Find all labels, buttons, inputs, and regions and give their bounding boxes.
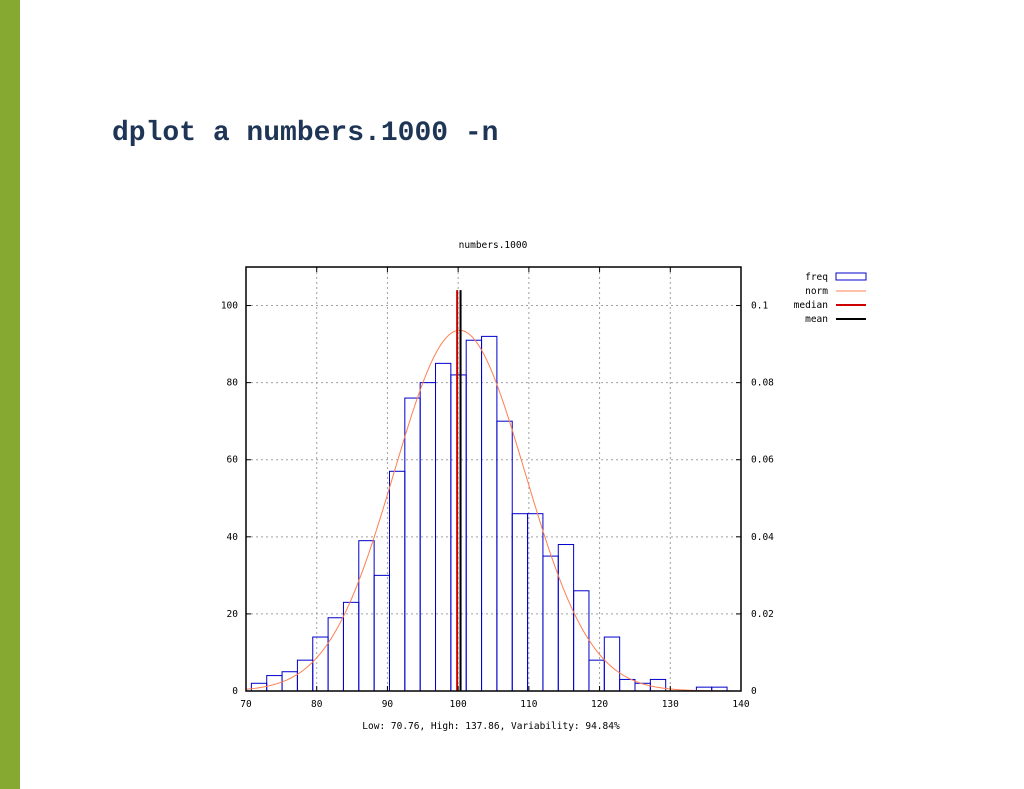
x-tick-label: 110 [520, 699, 537, 710]
freq-bar [557, 544, 575, 692]
y-tick-label-left: 40 [227, 532, 239, 543]
freq-bar [603, 636, 621, 692]
side-accent-bar [0, 0, 20, 789]
freq-bar [481, 335, 498, 692]
freq-bar [312, 636, 329, 692]
freq-bar [358, 540, 375, 692]
freq-bar [388, 470, 406, 692]
freq-bar [542, 555, 559, 692]
x-tick-label: 130 [662, 699, 679, 710]
chart-footer: Low: 70.76, High: 137.86, Variability: 9… [362, 721, 620, 732]
freq-bar [573, 590, 590, 692]
freq-bar [588, 659, 605, 692]
histogram-bars [250, 335, 728, 692]
freq-bar [465, 339, 483, 692]
freq-bar [619, 678, 636, 692]
freq-bar [435, 362, 452, 692]
y-tick-label-right: 0.08 [751, 378, 774, 389]
legend-label-norm: norm [805, 286, 828, 297]
y-tick-label-right: 0.02 [751, 609, 774, 620]
legend-label-freq: freq [805, 272, 828, 283]
y-tick-label-left: 60 [227, 455, 239, 466]
chart-title: numbers.1000 [459, 240, 528, 251]
x-tick-label: 120 [591, 699, 608, 710]
legend-swatch-freq [835, 272, 867, 281]
freq-bar [511, 513, 529, 692]
x-tick-label: 70 [240, 699, 252, 710]
freq-bar [342, 601, 360, 692]
freq-bar [404, 397, 421, 692]
y-tick-label-left: 100 [221, 301, 238, 312]
freq-bar [496, 420, 513, 692]
slide-title: dplot a numbers.1000 -n [112, 118, 499, 149]
freq-bar [649, 678, 667, 692]
x-tick-label: 90 [382, 699, 394, 710]
y-tick-label-right: 0.06 [751, 455, 774, 466]
y-tick-label-left: 0 [232, 686, 238, 697]
y-tick-label-right: 0 [751, 686, 757, 697]
grid-lines [246, 267, 741, 691]
freq-bar [266, 675, 283, 692]
freq-bar [327, 617, 344, 692]
freq-bar [634, 682, 651, 692]
y-tick-label-left: 20 [227, 609, 239, 620]
x-tick-label: 100 [450, 699, 467, 710]
legend: freq norm median mean [794, 272, 867, 325]
y-tick-label-right: 0.04 [751, 532, 774, 543]
y-tick-label-right: 0.1 [751, 301, 768, 312]
axis-ticks: 70 80 90 100 110 120 130 14002040608010000.020.… [221, 267, 774, 710]
norm-curve [245, 329, 742, 692]
plot-frame [245, 266, 742, 692]
y-tick-label-left: 80 [227, 378, 239, 389]
x-tick-label: 80 [311, 699, 323, 710]
legend-label-median: median [794, 300, 828, 311]
freq-bar [527, 513, 544, 692]
x-tick-label: 140 [732, 699, 749, 710]
legend-label-mean: mean [805, 314, 828, 325]
